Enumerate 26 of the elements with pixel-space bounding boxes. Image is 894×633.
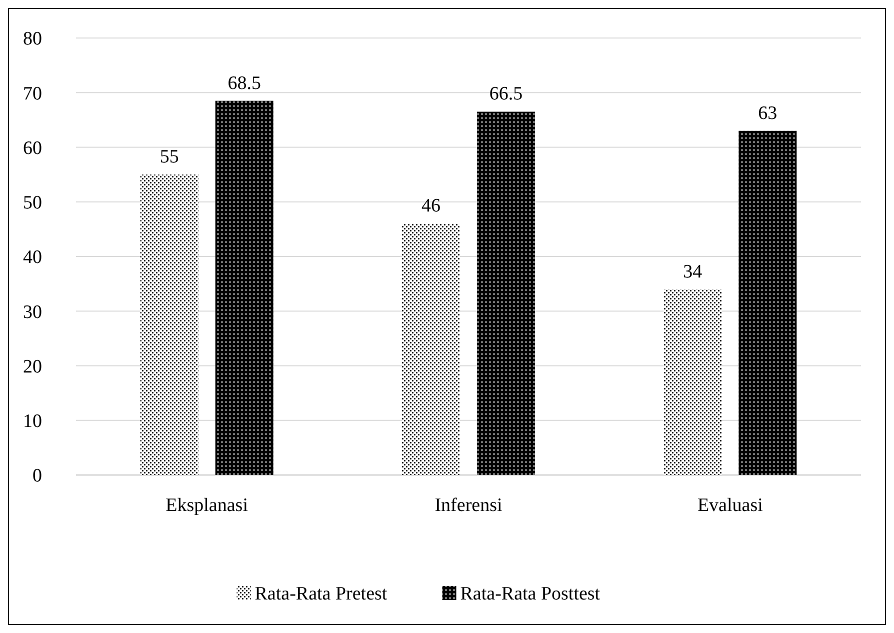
y-tick-label: 40 bbox=[23, 247, 42, 268]
x-tick-label: Evaluasi bbox=[697, 495, 763, 516]
legend-label: Rata-Rata Posttest bbox=[460, 584, 601, 605]
bar bbox=[140, 174, 198, 475]
x-tick-label: Inferensi bbox=[434, 495, 502, 516]
data-label: 66.5 bbox=[489, 84, 523, 105]
bar bbox=[477, 112, 535, 475]
y-tick-label: 70 bbox=[23, 83, 42, 104]
y-tick-label: 60 bbox=[23, 138, 42, 159]
data-label: 46 bbox=[422, 196, 440, 217]
y-tick-label: 50 bbox=[23, 192, 42, 214]
data-label: 55 bbox=[160, 146, 179, 168]
bar bbox=[402, 224, 460, 475]
data-label: 63 bbox=[758, 102, 778, 124]
bar bbox=[664, 289, 722, 475]
data-label: 68.5 bbox=[228, 72, 261, 94]
x-tick-label: Eksplanasi bbox=[166, 495, 248, 516]
y-tick-label: 10 bbox=[23, 411, 42, 432]
y-tick-label: 0 bbox=[32, 466, 42, 487]
bar bbox=[215, 100, 274, 475]
bar bbox=[738, 130, 797, 475]
data-label: 34 bbox=[683, 261, 703, 282]
y-tick-label: 30 bbox=[23, 302, 42, 323]
y-tick-label: 20 bbox=[23, 356, 42, 378]
y-tick-label: 80 bbox=[23, 28, 42, 50]
legend-label: Rata-Rata Pretest bbox=[254, 584, 388, 605]
